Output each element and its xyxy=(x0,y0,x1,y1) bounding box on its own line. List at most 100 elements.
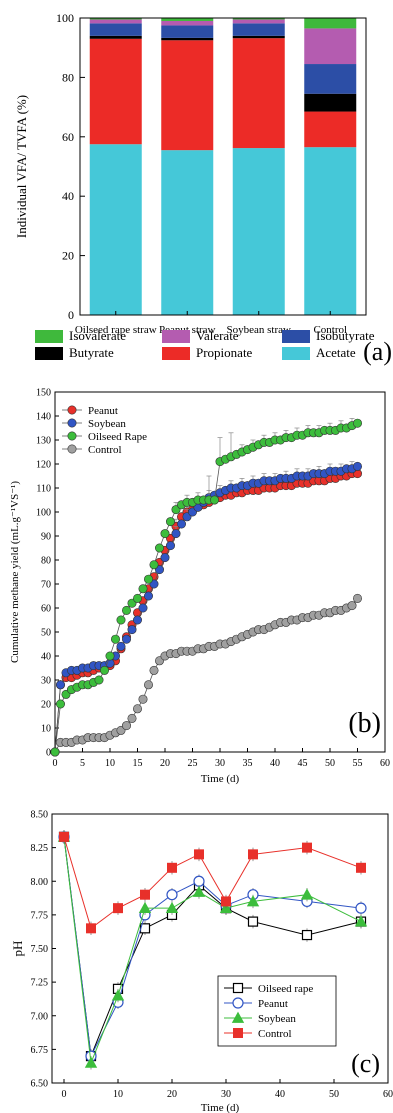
y-axis-label: Cumulative methane yield (mL.g⁻¹VS⁻¹) xyxy=(9,481,21,663)
data-point-control xyxy=(149,665,159,675)
data-point-soybean xyxy=(352,461,362,471)
x-tick-label: Oilseed rape straw xyxy=(75,324,157,336)
x-tick-label: 20 xyxy=(160,758,170,769)
x-tick-label: 0 xyxy=(53,758,58,769)
bar-butyrate-1 xyxy=(89,35,142,39)
data-point-control xyxy=(122,721,132,731)
legend-label-control: Control xyxy=(88,444,122,456)
data-point-control xyxy=(248,849,258,860)
data-point-peanut xyxy=(355,902,367,914)
panel-label: (c) xyxy=(351,1049,380,1078)
bar-propionate-1 xyxy=(89,38,142,145)
data-point-soybean xyxy=(160,553,170,563)
series-line-soybean xyxy=(54,466,358,753)
y-tick-label: 100 xyxy=(36,508,51,519)
x-tick-label: Control xyxy=(313,324,347,336)
data-point-oilseed-rape xyxy=(301,929,313,941)
data-point-oilseed-rape xyxy=(50,747,60,757)
x-tick-label: 0 xyxy=(62,1089,67,1100)
x-tick-label: 60 xyxy=(380,758,390,769)
data-point-control xyxy=(194,849,204,860)
data-point-soybean xyxy=(138,901,152,914)
data-point-soybean xyxy=(84,1056,98,1068)
data-point-oilseed-rape xyxy=(352,418,362,428)
series-line-soybean xyxy=(63,836,362,1064)
data-point-control xyxy=(127,713,137,723)
panel-label: (a) xyxy=(363,337,392,366)
y-tick-label: 130 xyxy=(36,436,51,447)
data-point-oilseed-rape xyxy=(55,699,65,709)
data-point-soybean xyxy=(300,888,314,900)
bar-acetate-1 xyxy=(89,144,142,315)
y-tick-label: 140 xyxy=(36,412,51,423)
legend-marker-soybean xyxy=(231,1011,245,1023)
legend-label-butyrate: Butyrate xyxy=(69,345,114,360)
bar-isovalerate-2 xyxy=(161,18,214,21)
data-point-oilseed-rape xyxy=(100,665,110,675)
legend-swatch-isobutyrate xyxy=(282,330,310,343)
data-point-oilseed-rape xyxy=(155,543,165,553)
y-tick-label: 0 xyxy=(68,308,74,322)
data-point-peanut xyxy=(193,875,205,887)
y-tick-label: 20 xyxy=(62,249,74,263)
legend-label-oilseed-rape: Oilseed Rape xyxy=(88,431,147,443)
bar-isobutyrate-4 xyxy=(304,64,357,94)
data-point-control xyxy=(113,903,123,914)
legend-label-oilseed-rape: Oilseed rape xyxy=(258,983,313,995)
data-point-soybean xyxy=(177,519,187,529)
x-tick-label: 30 xyxy=(215,758,225,769)
data-point-control xyxy=(221,896,231,907)
bar-isovalerate-4 xyxy=(304,18,357,29)
bar-isovalerate-1 xyxy=(89,18,142,20)
bar-butyrate-4 xyxy=(304,93,357,112)
legend-label-control: Control xyxy=(258,1028,292,1040)
y-tick-label: 90 xyxy=(41,532,51,543)
legend-label-isovalerate: Isovalerate xyxy=(69,328,126,343)
x-tick-label: 45 xyxy=(298,758,308,769)
legend-label-peanut: Peanut xyxy=(88,405,118,417)
y-tick-label: 80 xyxy=(62,70,74,84)
data-point-oilseed-rape xyxy=(160,529,170,539)
x-tick-label: 10 xyxy=(105,758,115,769)
x-tick-label: 60 xyxy=(383,1089,393,1100)
data-point-soybean xyxy=(55,680,65,690)
x-tick-label: 50 xyxy=(325,758,335,769)
data-point-oilseed-rape xyxy=(247,916,259,927)
data-point-control xyxy=(356,862,366,873)
legend-marker-oilseed-rape xyxy=(232,982,244,994)
y-axis-label: Individual VFA/ TVFA (%) xyxy=(14,95,29,238)
legend-label-valerate: Valerate xyxy=(196,328,239,343)
y-tick-label: 8.25 xyxy=(31,843,49,854)
legend-swatch-propionate xyxy=(162,347,190,360)
legend-marker-peanut xyxy=(232,997,244,1009)
y-tick-label: 60 xyxy=(62,130,74,144)
x-tick-label: 30 xyxy=(221,1089,231,1100)
data-point-control xyxy=(347,601,357,611)
bar-butyrate-2 xyxy=(161,37,214,41)
bar-acetate-2 xyxy=(161,150,214,315)
data-point-control xyxy=(144,680,154,690)
data-point-oilseed-rape xyxy=(149,560,159,570)
bar-isobutyrate-3 xyxy=(232,23,285,36)
y-tick-label: 120 xyxy=(36,460,51,471)
series-line-control xyxy=(63,836,362,930)
bar-butyrate-3 xyxy=(232,35,285,39)
legend-label-peanut: Peanut xyxy=(258,998,288,1010)
y-tick-label: 50 xyxy=(41,628,51,639)
legend-marker-control xyxy=(233,1028,243,1038)
data-point-oilseed-rape xyxy=(166,517,176,527)
data-point-soybean xyxy=(171,529,181,539)
y-tick-label: 10 xyxy=(41,724,51,735)
data-point-control xyxy=(302,842,312,853)
data-point-control xyxy=(138,694,148,704)
data-point-control xyxy=(140,889,150,900)
legend-label-soybean: Soybean xyxy=(258,1013,296,1025)
y-tick-label: 8.00 xyxy=(31,877,49,888)
methane-yield-line-chart: 0 10 20 30 40 50 60 70 80 90 100 110 120 130 140 150 0 5 1… xyxy=(9,388,390,786)
data-point-soybean xyxy=(138,603,148,613)
bar-isovalerate-3 xyxy=(232,18,285,20)
y-tick-label: 7.25 xyxy=(31,978,49,989)
legend-label-isobutyrate: Isobutyrate xyxy=(316,328,375,343)
series-line-control xyxy=(54,598,358,753)
legend-swatch-valerate xyxy=(162,330,190,343)
